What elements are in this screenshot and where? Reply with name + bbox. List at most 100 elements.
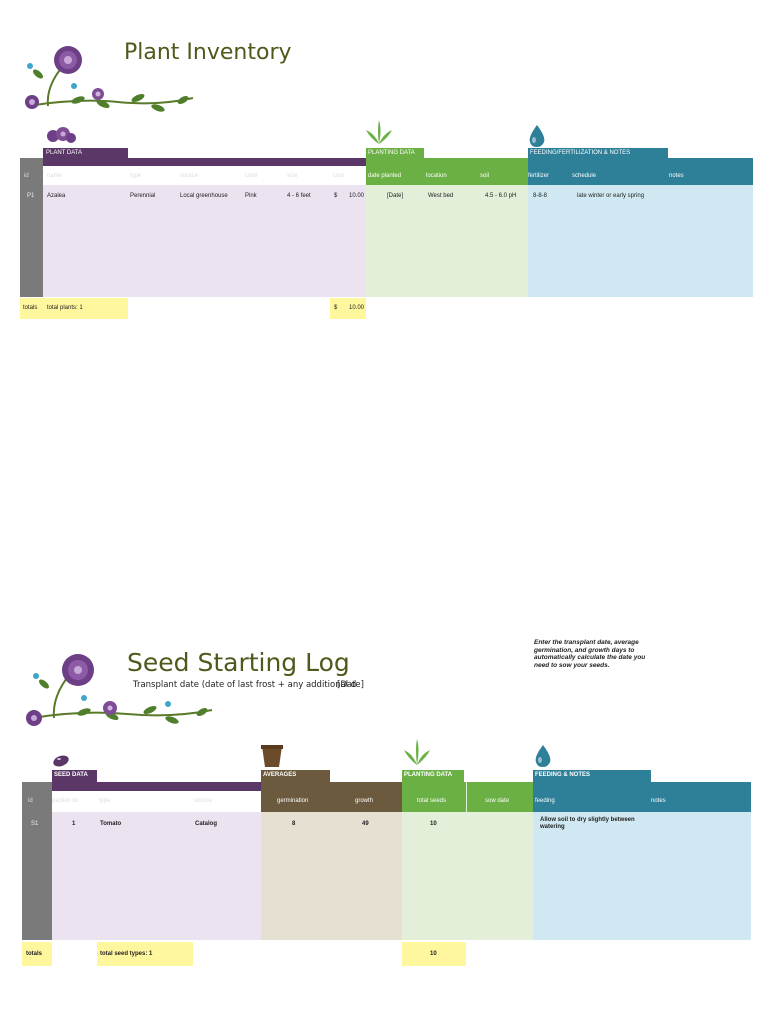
seed-totals-seeds: 10 [430,951,437,957]
seed-data-tab [52,770,97,782]
row-color[interactable]: Pink [245,193,257,199]
totals-currency: $ [334,305,338,311]
planting-header-bar [366,158,528,185]
water-drop-icon [529,125,545,147]
seed-planting-body [402,812,533,940]
planting-data-tab [366,148,424,158]
row-cost[interactable]: 10.00 [348,193,364,199]
flower-vine-icon [26,654,213,726]
planting-header-bar [402,782,533,812]
seed-log-title: Seed Starting Log [127,648,350,677]
seed-totals-label: totals [26,951,43,957]
averages-body [261,812,402,940]
col-id: id [24,173,29,179]
col-color: color [245,173,259,179]
transplant-label: Transplant date (date of last frost + an… [133,680,357,690]
row-fertilizer[interactable]: 8-8-8 [533,193,548,199]
row-currency: $ [334,193,338,199]
col-soil: soil [480,173,490,179]
page-title: Plant Inventory [124,40,292,65]
instruction-note: Enter the transplant date, average germi… [534,639,646,669]
seed-header-bar [52,782,261,791]
col-location: location [426,173,447,179]
seed-totals-label-cell [22,942,52,966]
plant-header-bar [43,158,366,166]
seed-row-total-seeds[interactable]: 10 [430,821,437,827]
col-date-planted: date planted [368,173,402,179]
seed-col-feeding: feeding [535,798,555,804]
feeding-body [533,812,751,940]
col-source: source [180,173,199,179]
row-name[interactable]: Azalea [47,193,66,199]
green-sprout-icon [404,739,430,765]
seed-row-id[interactable]: S1 [31,821,39,827]
row-soil[interactable]: 4.5 - 6.0 pH [485,193,517,199]
flower-vine-icon [25,46,194,112]
col-notes: notes [669,173,684,179]
seed-id-column [22,782,52,940]
plant-data-label: PLANT DATA [46,150,83,156]
col-name: name [47,173,63,179]
seed-row-germination[interactable]: 8 [292,821,296,827]
brown-pot-icon [261,745,283,767]
seed-col-sow-date: sow date [485,798,510,804]
feeding-data-label: FEEDING/FERTILIZATION & NOTES [530,150,631,156]
seed-bean-icon [53,755,69,767]
seed-data-body [52,812,261,940]
averages-tab [261,770,330,782]
col-fertilizer: fertilizer [528,173,550,179]
seed-row-source[interactable]: Catalog [195,821,218,827]
col-schedule: schedule [572,173,597,179]
seed-col-id: id [28,798,33,804]
totals-plants: total plants: 1 [47,305,83,311]
seed-col-type: type [99,798,111,804]
seed-row-type[interactable]: Tomato [100,821,122,827]
row-schedule[interactable]: late winter or early spring [577,193,645,199]
planting-data-tab [402,770,464,782]
totals-cost: 10.00 [348,305,364,311]
col-type: type [130,173,142,179]
row-size[interactable]: 4 - 6 feet [287,193,311,199]
seed-col-total-seeds: total seeds [417,798,447,804]
seed-row-packet[interactable]: 1 [72,821,76,827]
seed-col-packet: packet no. [52,798,80,804]
seed-totals-types: total seed types: 1 [100,951,153,957]
feeding-notes-tab [533,770,651,782]
id-column [20,158,43,297]
seed-planting-label: PLANTING DATA [404,772,453,778]
totals-label: totals [23,305,38,311]
row-id[interactable]: P1 [27,193,35,199]
row-location[interactable]: West bed [428,193,454,199]
totals-cost-cell [330,298,366,319]
plant-data-body [43,185,366,297]
planting-data-body [366,185,528,297]
feeding-notes-label: FEEDING & NOTES [535,772,591,778]
planting-divider [466,782,467,812]
water-drop-icon [535,745,551,767]
plant-data-tab [43,148,128,158]
averages-label: AVERAGES [263,772,297,778]
totals-label-cell [20,298,43,319]
seed-totals-types-cell [97,942,193,966]
row-date-planted[interactable]: [Date] [386,193,403,199]
feeding-data-tab [528,148,668,158]
feeding-data-body [528,185,753,297]
feeding-header-bar [528,158,753,185]
green-sprout-icon [366,120,392,144]
averages-header-bar [261,782,402,812]
seed-col-notes: notes [651,798,666,804]
row-source[interactable]: Local greenhouse [180,193,228,199]
seed-totals-seeds-cell [402,942,466,966]
seed-col-source: source [194,798,213,804]
seed-col-germination: germination [277,798,309,804]
seed-data-label: SEED DATA [54,772,88,778]
seed-row-feeding[interactable]: Allow soil to dry slightly between water… [540,817,635,830]
totals-plants-cell [43,298,128,319]
seed-col-growth: growth [355,798,374,804]
col-size: size [287,173,298,179]
row-type[interactable]: Perennial [130,193,156,199]
transplant-date-input[interactable]: [Date] [337,680,364,690]
feeding-header-bar [533,782,751,812]
seed-row-growth[interactable]: 49 [362,821,369,827]
planting-data-label: PLANTING DATA [368,150,415,156]
